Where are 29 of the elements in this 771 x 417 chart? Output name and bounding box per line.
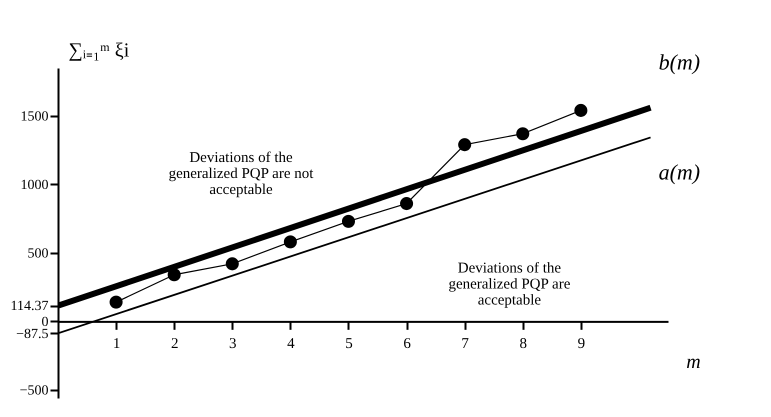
y-tick-label: 500 <box>28 246 48 262</box>
x-tick-label: 3 <box>229 336 237 352</box>
y-axis-title: ∑ᵢ₌₁ᵐ ξi <box>68 40 130 62</box>
series-label: a(m) <box>658 159 700 184</box>
point <box>400 197 414 210</box>
x-tick-label: 5 <box>345 336 353 352</box>
point <box>110 296 123 309</box>
x-tick-label: 4 <box>287 336 296 352</box>
point <box>168 268 181 282</box>
point <box>226 257 239 270</box>
y-tick-label: 1500 <box>20 109 48 124</box>
point <box>342 214 355 228</box>
point <box>516 127 530 140</box>
x-tick-label: 2 <box>170 336 178 352</box>
y-tick-label: 1000 <box>20 178 48 193</box>
point <box>284 235 297 248</box>
annotation: Deviations of the generalized PQP are not acceptable <box>168 150 314 198</box>
x-tick-label: 9 <box>578 336 586 352</box>
series-label: b(m) <box>658 50 700 75</box>
x-axis-title: m <box>686 350 701 373</box>
x-tick-label: 1 <box>112 336 120 352</box>
y-tick-label: 114.37 <box>10 299 48 314</box>
x-tick-label: 7 <box>461 336 470 352</box>
point <box>574 104 588 117</box>
y-tick-label: −500 <box>20 383 48 398</box>
point <box>458 138 472 152</box>
x-tick-label: 8 <box>520 336 528 352</box>
x-tick-label: 6 <box>403 336 412 352</box>
annotation: Deviations of the generalized PQP are acceptable <box>448 260 571 309</box>
